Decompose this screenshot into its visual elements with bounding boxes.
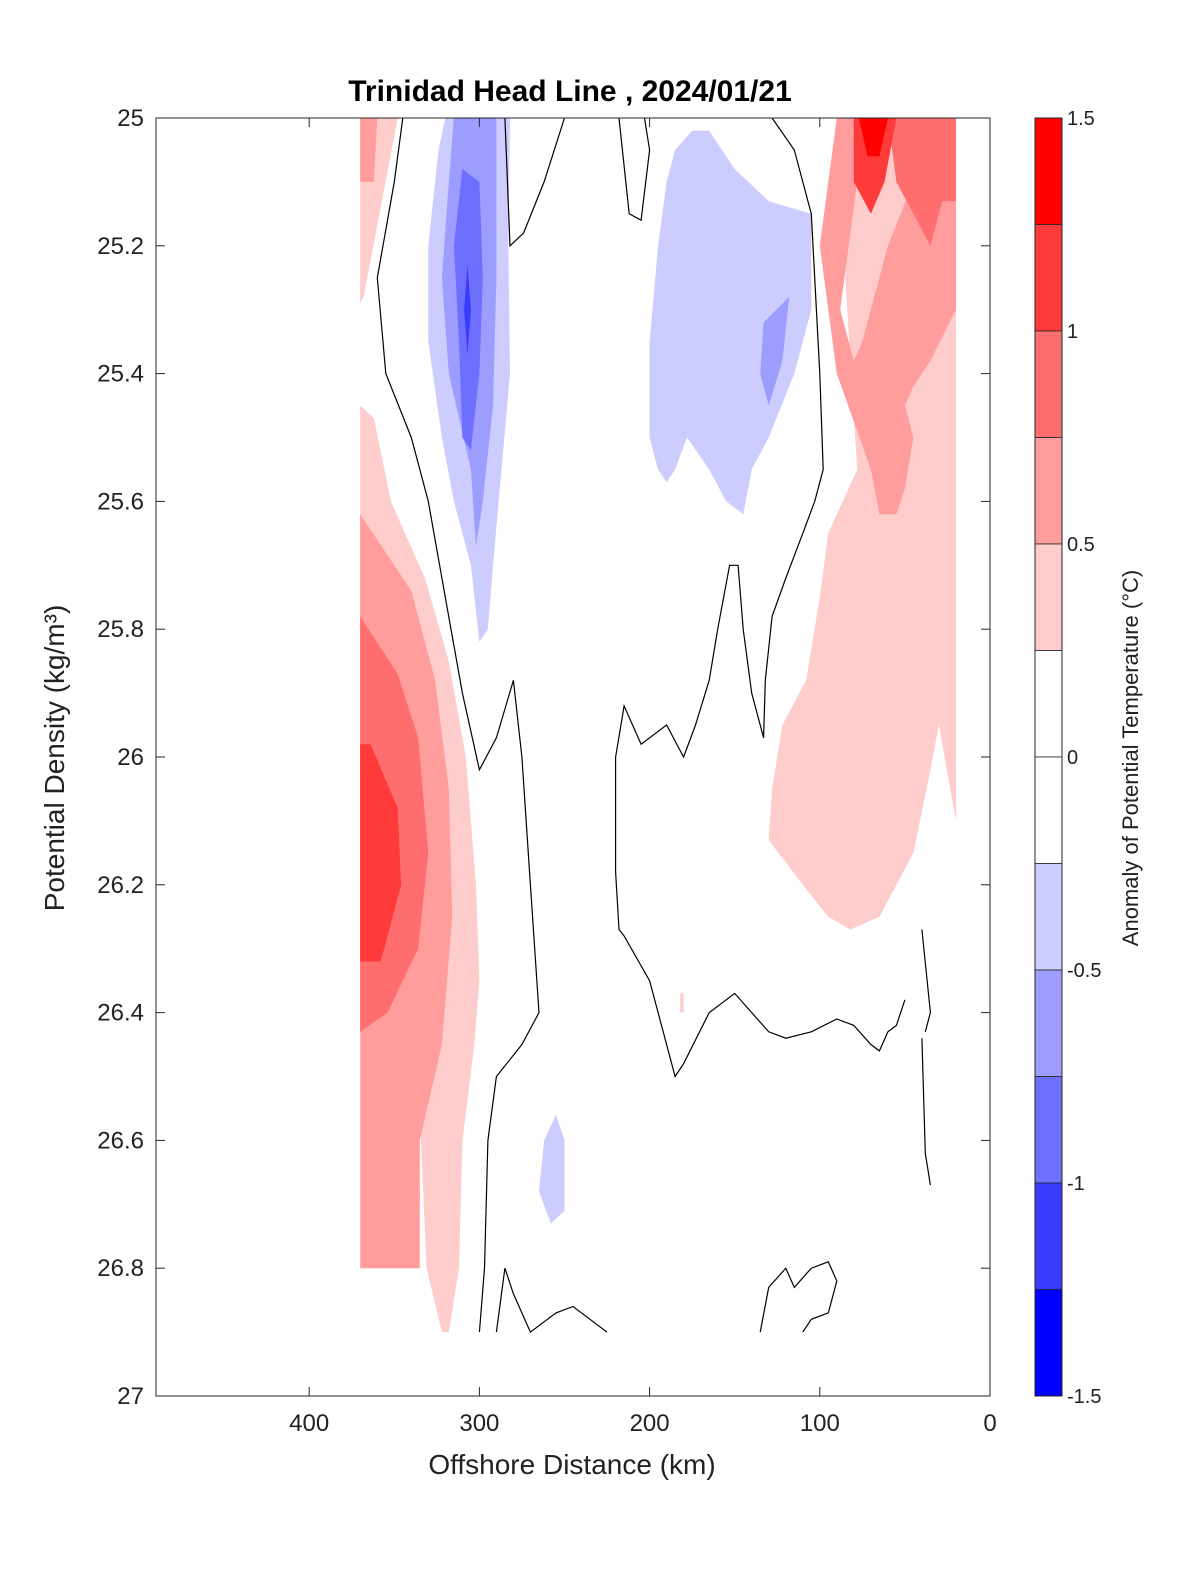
contour-region-18 [680, 993, 684, 1013]
x-tick-label-3: 100 [800, 1410, 840, 1437]
y-tick-label-5: 26 [117, 744, 144, 771]
zero-contour-line-2 [618, 118, 651, 222]
colorbar-swatch-4 [1034, 543, 1063, 651]
colorbar-swatch-1 [1034, 224, 1063, 332]
filled-contours [360, 118, 956, 1333]
chart-title: Trinidad Head Line , 2024/01/21 [348, 75, 792, 108]
plot-area [156, 118, 990, 1396]
y-tick-label-0: 25 [117, 105, 144, 132]
colorbar-tick-label-6: -1.5 [1067, 1386, 1101, 1408]
colorbar-label: Anomaly of Potential Temperature (°C) [1118, 570, 1143, 946]
contour-region-17 [539, 1114, 565, 1224]
y-tick-label-7: 26.4 [97, 1000, 144, 1027]
contour-region-8 [845, 118, 956, 246]
contour-region-5 [360, 744, 402, 962]
y-tick-label-9: 26.8 [97, 1255, 144, 1282]
colorbar-tick-label-1: 1 [1067, 321, 1078, 343]
zero-contour-line-3 [614, 118, 906, 1078]
y-tick-label-4: 25.8 [97, 616, 144, 643]
axes-layer: 400 300 200 100 0 25 25.2 25.4 25.6 25.8 26 26.2 26.… [97, 105, 996, 1437]
y-tick-label-6: 26.2 [97, 872, 144, 899]
colorbar-swatch-7 [1034, 863, 1063, 971]
y-tick-label-10: 27 [117, 1383, 144, 1410]
colorbar-swatch-5 [1034, 650, 1063, 758]
contour-region-10 [858, 118, 888, 157]
colorbar-swatch-3 [1034, 437, 1063, 545]
contour-region-16 [760, 296, 790, 406]
colorbar-frame [1034, 117, 1063, 1397]
contour-region-1 [360, 118, 378, 182]
y-tick-label-3: 25.6 [97, 488, 144, 515]
zero-contour-line-6 [495, 1268, 608, 1334]
x-tick-label-4: 0 [983, 1410, 996, 1437]
zero-contour-line-5 [921, 1038, 931, 1186]
contour-region-14 [464, 265, 471, 355]
colorbar-tick-label-0: 1.5 [1067, 108, 1095, 130]
y-tick-label-2: 25.4 [97, 361, 144, 388]
colorbar-swatch-10 [1034, 1182, 1063, 1290]
y-tick-label-8: 26.6 [97, 1127, 144, 1154]
colorbar-tick-label-4: -0.5 [1067, 960, 1101, 982]
colorbar-tick-label-5: -1 [1067, 1173, 1085, 1195]
zero-contour-line-7 [759, 1261, 838, 1333]
colorbar-swatch-8 [1034, 969, 1063, 1077]
colorbar-swatch-2 [1034, 330, 1063, 438]
colorbar-tick-label-2: 0.5 [1067, 534, 1095, 556]
x-axis-label: Offshore Distance (km) [428, 1449, 715, 1480]
colorbar-swatch-11 [1034, 1289, 1063, 1397]
x-tick-label-0: 400 [289, 1410, 329, 1437]
contour-region-15 [649, 130, 812, 515]
contour-lines [376, 118, 932, 1334]
colorbar-swatch-9 [1034, 1076, 1063, 1184]
colorbar-swatch-0 [1034, 117, 1063, 225]
colorbar-swatch-6 [1034, 756, 1063, 864]
colorbar-tick-label-3: 0 [1067, 747, 1078, 769]
colorbar: 1.5 1 0.5 0 -0.5 -1 -1.5 [1034, 108, 1101, 1408]
y-tick-label-1: 25.2 [97, 233, 144, 260]
zero-contour-line-0 [376, 118, 540, 1333]
y-axis-label: Potential Density (kg/m³) [39, 605, 70, 912]
x-tick-label-1: 300 [459, 1410, 499, 1437]
x-tick-label-2: 200 [630, 1410, 670, 1437]
zero-contour-line-1 [504, 118, 566, 248]
zero-contour-line-4 [921, 929, 932, 1032]
